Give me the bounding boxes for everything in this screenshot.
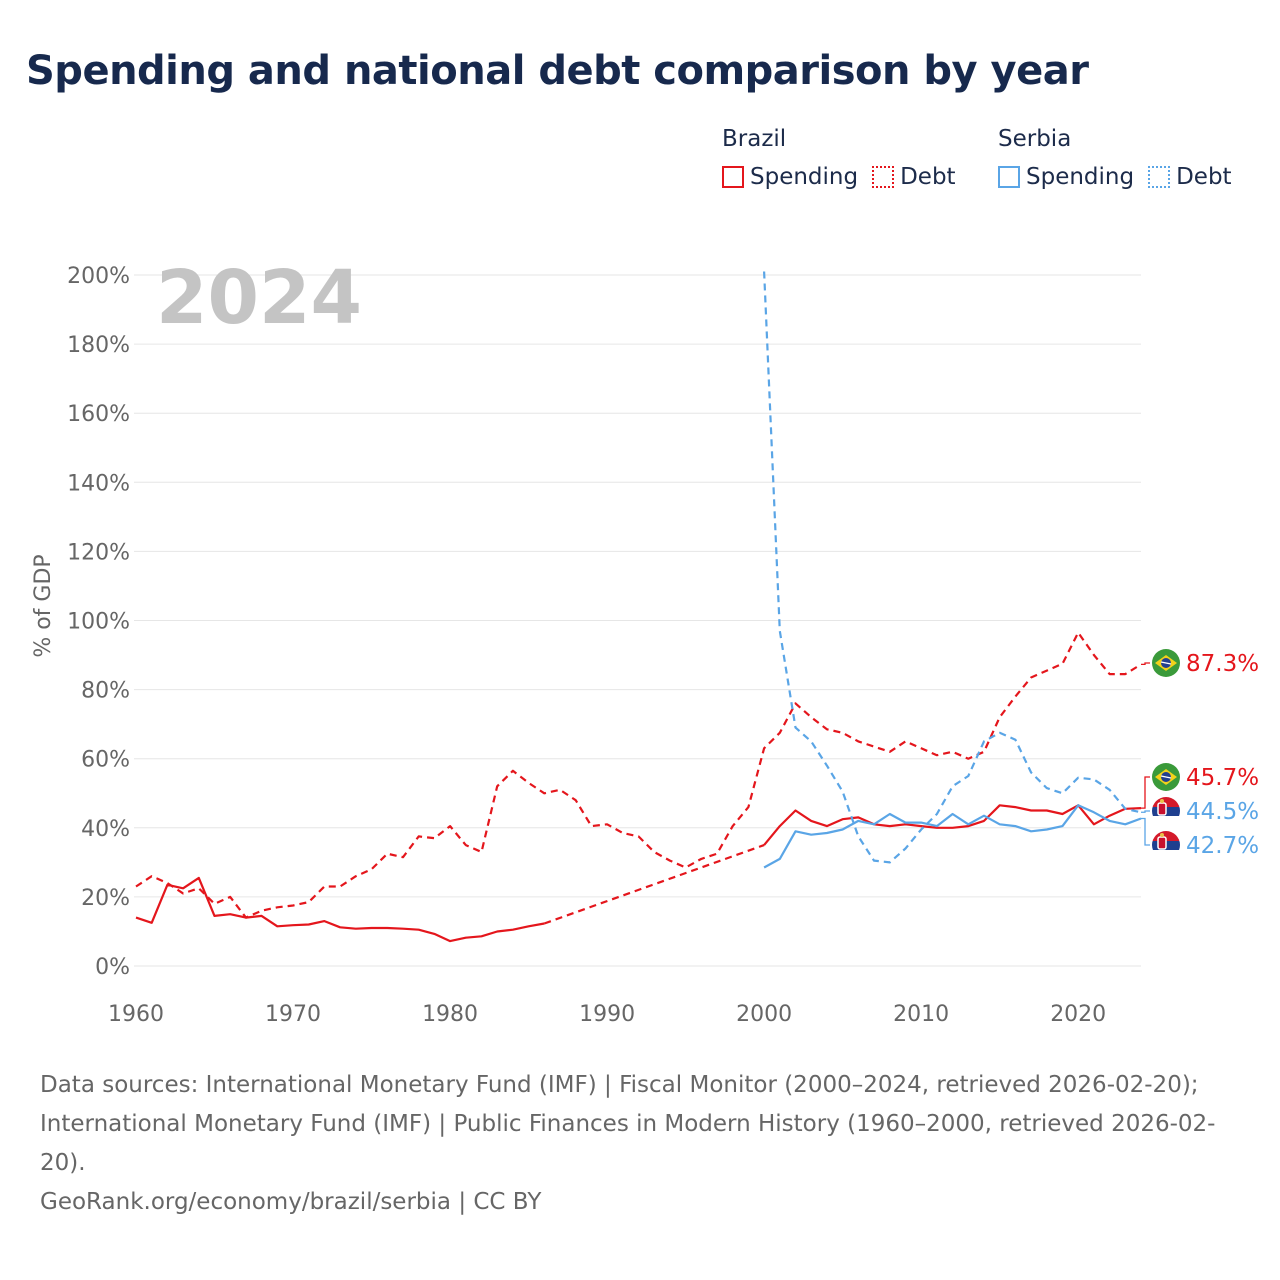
grid-layer xyxy=(134,274,1141,967)
y-axis-label: % of GDP xyxy=(31,554,56,657)
y-tick-label: 100% xyxy=(67,610,130,635)
end-value-label: 87.3% xyxy=(1186,651,1259,677)
series-line[interactable] xyxy=(763,271,1142,864)
data-sources-text: Data sources: International Monetary Fun… xyxy=(40,1072,1216,1176)
series-brazil-debt xyxy=(135,631,1142,919)
serbia-flag-icon xyxy=(1152,797,1180,825)
series-serbia-spending xyxy=(763,804,1142,869)
legend-group-brazil: Brazil Spending Debt xyxy=(722,122,956,190)
brazil-flag-icon xyxy=(1152,649,1180,677)
series-brazil-spending xyxy=(135,804,1142,943)
brazil-flag-icon xyxy=(1152,763,1180,791)
legend-item-brazil-debt[interactable]: Debt xyxy=(872,164,956,190)
x-tick-label: 2000 xyxy=(736,1002,792,1027)
end-value-label: 45.7% xyxy=(1186,765,1259,791)
legend-swatch-dotted-icon xyxy=(872,166,895,188)
legend-group-title: Brazil xyxy=(722,126,787,152)
legend-item-serbia-spending[interactable]: Spending xyxy=(998,164,1134,190)
axis-layer: 0% 20% 40% 60% 80% 100% 120% 140% 160% 180% 200% 19… xyxy=(67,264,1106,1027)
legend-item-serbia-debt[interactable]: Debt xyxy=(1148,164,1232,190)
attribution-link[interactable]: GeoRank.org/economy/brazil/serbia | CC B… xyxy=(40,1189,542,1215)
series-line[interactable] xyxy=(135,876,545,943)
legend: Brazil Spending Debt Serbia Spending Deb… xyxy=(722,122,1262,202)
legend-swatch-solid-icon xyxy=(722,166,744,188)
x-tick-label: 1990 xyxy=(579,1002,635,1027)
legend-group-serbia: Serbia Spending Debt xyxy=(998,122,1232,190)
sources-footer: Data sources: International Monetary Fun… xyxy=(40,1066,1240,1222)
end-value-label: 42.7% xyxy=(1186,833,1259,859)
y-tick-label: 160% xyxy=(67,402,130,427)
y-tick-label: 0% xyxy=(95,955,130,980)
legend-item-brazil-spending[interactable]: Spending xyxy=(722,164,858,190)
series-gap-bridge xyxy=(543,844,765,925)
series-line[interactable] xyxy=(763,804,1142,869)
series-line[interactable] xyxy=(763,804,1142,846)
page-title: Spending and national debt comparison by… xyxy=(26,48,1089,94)
legend-item-label: Debt xyxy=(900,164,956,190)
line-chart: 2024 0% 20% 40% 60% 80% 100% 120% 140% 160% 180% 2… xyxy=(31,255,1259,1027)
legend-swatch-solid-icon xyxy=(998,166,1020,188)
series-layer xyxy=(135,271,1142,943)
end-label-brazil-spending: 45.7% xyxy=(1141,763,1259,809)
end-label-serbia-spending: 42.7% xyxy=(1141,817,1259,859)
legend-swatch-dotted-icon xyxy=(1148,166,1171,188)
end-label-serbia-debt: 44.5% xyxy=(1141,797,1259,825)
y-tick-label: 200% xyxy=(67,264,130,289)
y-tick-label: 80% xyxy=(81,679,130,704)
x-tick-label: 2010 xyxy=(893,1002,949,1027)
y-tick-label: 60% xyxy=(81,748,130,773)
legend-group-title: Serbia xyxy=(998,126,1072,152)
y-tick-label: 40% xyxy=(81,817,130,842)
x-tick-label: 2020 xyxy=(1050,1002,1106,1027)
end-label-connector xyxy=(1141,810,1150,813)
x-tick-label: 1960 xyxy=(108,1002,164,1027)
legend-item-label: Spending xyxy=(750,164,859,190)
serbia-flag-icon xyxy=(1152,831,1180,859)
x-tick-label: 1970 xyxy=(265,1002,321,1027)
end-value-label: 44.5% xyxy=(1186,799,1259,825)
series-line[interactable] xyxy=(135,631,1142,919)
end-label-connector xyxy=(1141,817,1150,846)
end-label-connector xyxy=(1141,662,1150,666)
end-label-brazil-debt: 87.3% xyxy=(1141,649,1259,677)
end-label-connector xyxy=(1141,776,1150,809)
series-serbia-debt xyxy=(763,271,1142,864)
x-tick-label: 1980 xyxy=(422,1002,478,1027)
year-watermark: 2024 xyxy=(156,255,362,341)
y-tick-label: 180% xyxy=(67,333,130,358)
y-tick-label: 20% xyxy=(81,886,130,911)
y-tick-label: 140% xyxy=(67,471,130,496)
legend-item-label: Debt xyxy=(1176,164,1232,190)
legend-item-label: Spending xyxy=(1026,164,1135,190)
y-tick-label: 120% xyxy=(67,540,130,565)
end-label-layer: 87.3% 45.7% 44.5% 42.7% xyxy=(1141,649,1259,859)
